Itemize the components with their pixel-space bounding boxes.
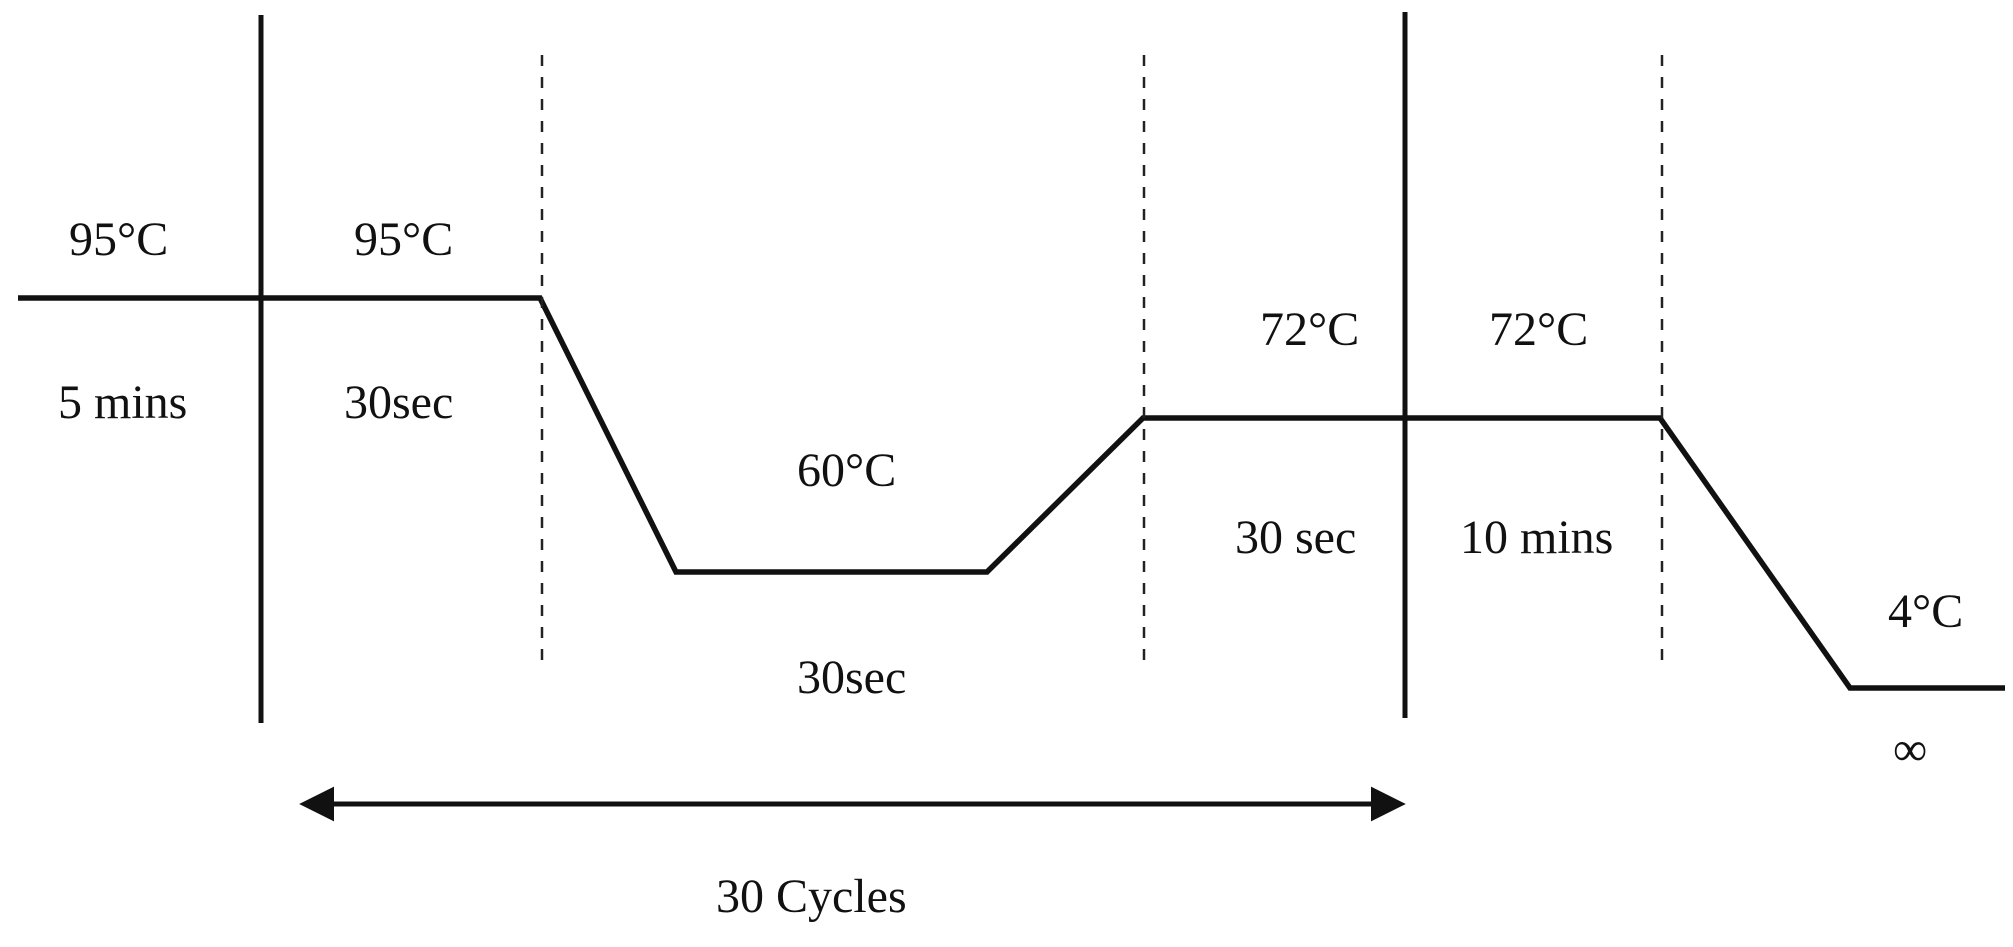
- denaturation-duration: 30sec: [344, 376, 453, 429]
- final-extension-temperature: 72°C: [1489, 303, 1588, 356]
- extension-temperature: 72°C: [1260, 303, 1359, 356]
- denaturation-temperature: 95°C: [354, 213, 453, 266]
- initial-denaturation-duration: 5 mins: [58, 376, 187, 429]
- temperature-profile-line: [18, 295, 2005, 691]
- initial-denaturation-temperature: 95°C: [69, 213, 168, 266]
- cycles-label: 30 Cycles: [716, 870, 907, 923]
- annealing-temperature: 60°C: [797, 444, 896, 497]
- hold-duration: ∞: [1893, 723, 1927, 776]
- final-extension-duration: 10 mins: [1460, 511, 1613, 564]
- hold-temperature: 4°C: [1888, 585, 1963, 638]
- extension-duration: 30 sec: [1235, 511, 1356, 564]
- annealing-duration: 30sec: [797, 651, 906, 704]
